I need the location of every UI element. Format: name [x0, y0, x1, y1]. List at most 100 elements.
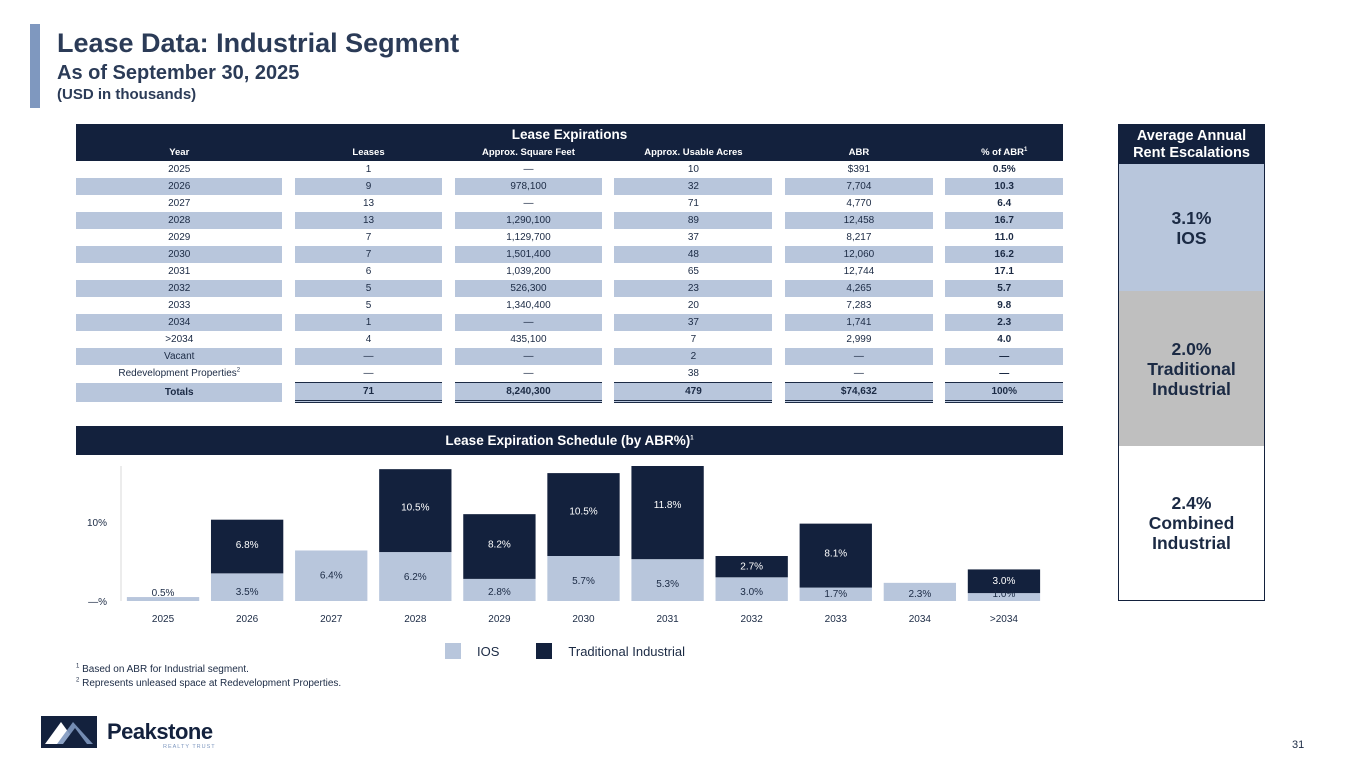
bar-ios — [715, 577, 788, 601]
traditional-escalation-value: 2.0% — [1171, 338, 1212, 359]
table-cell-abr: $391 — [847, 164, 871, 175]
table-cell-year: 2033 — [168, 300, 191, 311]
col-header-leases: Leases — [294, 144, 443, 161]
table-cell-leases: 5 — [294, 280, 443, 297]
footnote-1: 1 Based on ABR for Industrial segment. — [76, 663, 249, 675]
table-cell-abr: 7,283 — [846, 300, 872, 311]
table-cell-year: 2027 — [168, 198, 191, 209]
data-label-ios: 5.3% — [656, 579, 679, 590]
data-label-traditional: 8.1% — [824, 548, 847, 559]
col-header-year: Year — [76, 144, 283, 161]
bar-traditional — [210, 519, 284, 574]
table-cell-sqft: — — [454, 314, 603, 331]
table-cell-pct: 4.0 — [997, 334, 1012, 345]
table-cell-pct: 17.1 — [994, 266, 1014, 277]
data-label-ios: 3.5% — [236, 587, 259, 598]
table-cell-year: >2034 — [165, 334, 194, 345]
totals-cell-acres: 479 — [614, 382, 773, 403]
table-totals-row: Totals 71 8,240,300 479 $74,632 100% — [76, 382, 1063, 403]
bar-ios — [379, 552, 452, 601]
table-cell-pct: 6.4 — [997, 198, 1012, 209]
table-cell-acres: 71 — [687, 198, 699, 209]
table-cell-acres: 48 — [614, 246, 773, 263]
bar-traditional — [463, 514, 536, 579]
data-label-ios: 2.3% — [908, 589, 931, 600]
table-row: 2034 1 — 37 1,741 2.3 — [76, 314, 1063, 331]
table-cell-pct: 2.3 — [945, 314, 1063, 331]
table-cell-abr: 1,741 — [784, 314, 934, 331]
peakstone-logo-icon — [41, 716, 97, 748]
table-cell-leases: 6 — [365, 266, 372, 277]
x-tick-label: >2034 — [990, 614, 1019, 625]
table-title: Lease Expirations — [76, 124, 1063, 144]
legend-swatch-traditional — [536, 643, 553, 659]
table-row: 2032 5 526,300 23 4,265 5.7 — [76, 280, 1063, 297]
x-tick-label: 2031 — [656, 614, 679, 625]
table-cell-year: 2028 — [76, 212, 283, 229]
table-cell-abr: 4,770 — [846, 198, 872, 209]
logo-wordmark: Peakstone — [107, 719, 213, 744]
table-cell-year: 2031 — [168, 266, 191, 277]
table-cell-leases: 4 — [365, 334, 372, 345]
table-cell-acres: 38 — [687, 368, 699, 379]
footnote-2: 2 Represents unleased space at Redevelop… — [76, 677, 342, 689]
bar-ios — [799, 587, 872, 601]
col-header-sqft: Approx. Square Feet — [454, 144, 603, 161]
table-row: 2028 13 1,290,100 89 12,458 16.7 — [76, 212, 1063, 229]
table-cell-pct: 16.2 — [945, 246, 1063, 263]
table-row: 2030 7 1,501,400 48 12,060 16.2 — [76, 246, 1063, 263]
table-cell-leases: 7 — [365, 232, 372, 243]
bar-ios — [126, 597, 200, 601]
bar-traditional — [379, 469, 452, 553]
col-header-abr: ABR — [784, 144, 934, 161]
x-tick-label: 2027 — [320, 614, 343, 625]
table-cell-sqft: 435,100 — [510, 334, 547, 345]
bar-traditional — [967, 569, 1041, 594]
chart-legend: IOS Traditional Industrial — [445, 643, 722, 659]
table-cell-acres: 7 — [690, 334, 697, 345]
table-cell-leases: — — [294, 348, 443, 365]
table-cell-pct: — — [999, 368, 1010, 379]
table-cell-acres: 2 — [614, 348, 773, 365]
totals-cell-abr: $74,632 — [784, 382, 934, 403]
table-cell-sqft: 1,290,100 — [454, 212, 603, 229]
table-row: 2025 1 — 10 $391 0.5% — [76, 161, 1063, 178]
page-subtitle: As of September 30, 2025 — [57, 62, 300, 84]
x-tick-label: 2034 — [909, 614, 932, 625]
table-cell-acres: 37 — [614, 314, 773, 331]
table-cell-pct: 0.5% — [992, 164, 1016, 175]
col-header-acres: Approx. Usable Acres — [614, 144, 773, 161]
bar-traditional — [547, 473, 620, 556]
table-cell-abr: 2,999 — [846, 334, 872, 345]
legend-label-ios: IOS — [477, 643, 500, 659]
table-row: Vacant — — 2 — — — [76, 348, 1063, 365]
legend-swatch-ios — [445, 643, 461, 659]
combined-escalation: 2.4% Combined Industrial — [1119, 446, 1264, 600]
table-cell-abr: 4,265 — [784, 280, 934, 297]
table-cell-pct: 10.3 — [945, 178, 1063, 195]
totals-cell-label: Totals — [76, 382, 283, 402]
y-tick-label: —% — [88, 597, 107, 608]
table-cell-sqft: 978,100 — [454, 178, 603, 195]
table-cell-leases: 1 — [365, 164, 372, 175]
ios-escalation-label: IOS — [1176, 227, 1207, 248]
ios-escalation-value: 3.1% — [1171, 207, 1212, 228]
totals-cell-pct: 100% — [945, 382, 1063, 403]
data-label-ios: 3.0% — [740, 587, 763, 598]
x-tick-label: 2026 — [236, 614, 259, 625]
table-cell-acres: 23 — [614, 280, 773, 297]
table-cell-year: 2030 — [76, 246, 283, 263]
table-cell-year: 2025 — [168, 164, 191, 175]
y-tick-label: 10% — [87, 518, 107, 529]
footnotes: 1 Based on ABR for Industrial segment. 2… — [76, 663, 341, 691]
table-cell-acres: 65 — [687, 266, 699, 277]
table-cell-leases: 9 — [294, 178, 443, 195]
traditional-escalation: 2.0% Traditional Industrial — [1119, 291, 1264, 446]
data-label-ios: 2.8% — [488, 587, 511, 598]
data-label-traditional: 10.5% — [401, 502, 429, 513]
table-cell-abr: — — [853, 368, 864, 379]
table-cell-leases: — — [363, 368, 374, 379]
table-cell-abr: 12,060 — [784, 246, 934, 263]
table-header-row: Year Leases Approx. Square Feet Approx. … — [76, 144, 1063, 161]
table-row: Redevelopment Properties2 — — 38 — — — [76, 365, 1063, 383]
